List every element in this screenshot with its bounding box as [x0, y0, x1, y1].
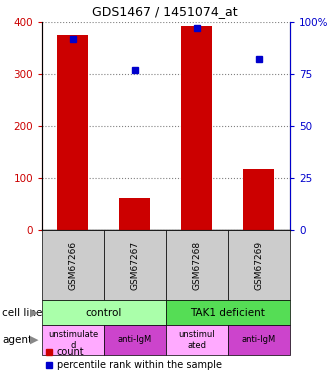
Bar [119, 198, 150, 230]
Bar [104, 325, 166, 355]
Bar [42, 325, 104, 355]
Bar [42, 230, 104, 300]
Bar [42, 300, 166, 325]
Bar [228, 325, 290, 355]
Text: GSM67267: GSM67267 [130, 240, 140, 290]
Bar [166, 230, 228, 300]
Text: anti-IgM: anti-IgM [242, 336, 276, 345]
Bar [244, 169, 275, 230]
Bar [57, 35, 88, 230]
Bar [166, 300, 290, 325]
Text: cell line: cell line [2, 308, 42, 318]
Text: GSM67269: GSM67269 [254, 240, 263, 290]
Text: GSM67268: GSM67268 [192, 240, 202, 290]
Text: unstimul
ated: unstimul ated [179, 330, 215, 350]
Text: GSM67266: GSM67266 [69, 240, 78, 290]
Bar [166, 325, 228, 355]
Bar [182, 26, 213, 230]
Text: ▶: ▶ [29, 308, 38, 318]
Bar [104, 230, 166, 300]
Legend: count, percentile rank within the sample: count, percentile rank within the sample [45, 347, 221, 370]
Text: GDS1467 / 1451074_at: GDS1467 / 1451074_at [92, 5, 238, 18]
Text: TAK1 deficient: TAK1 deficient [190, 308, 265, 318]
Text: unstimulate
d: unstimulate d [48, 330, 98, 350]
Text: anti-IgM: anti-IgM [118, 336, 152, 345]
Bar [228, 230, 290, 300]
Text: control: control [86, 308, 122, 318]
Text: agent: agent [2, 335, 32, 345]
Text: ▶: ▶ [29, 335, 38, 345]
